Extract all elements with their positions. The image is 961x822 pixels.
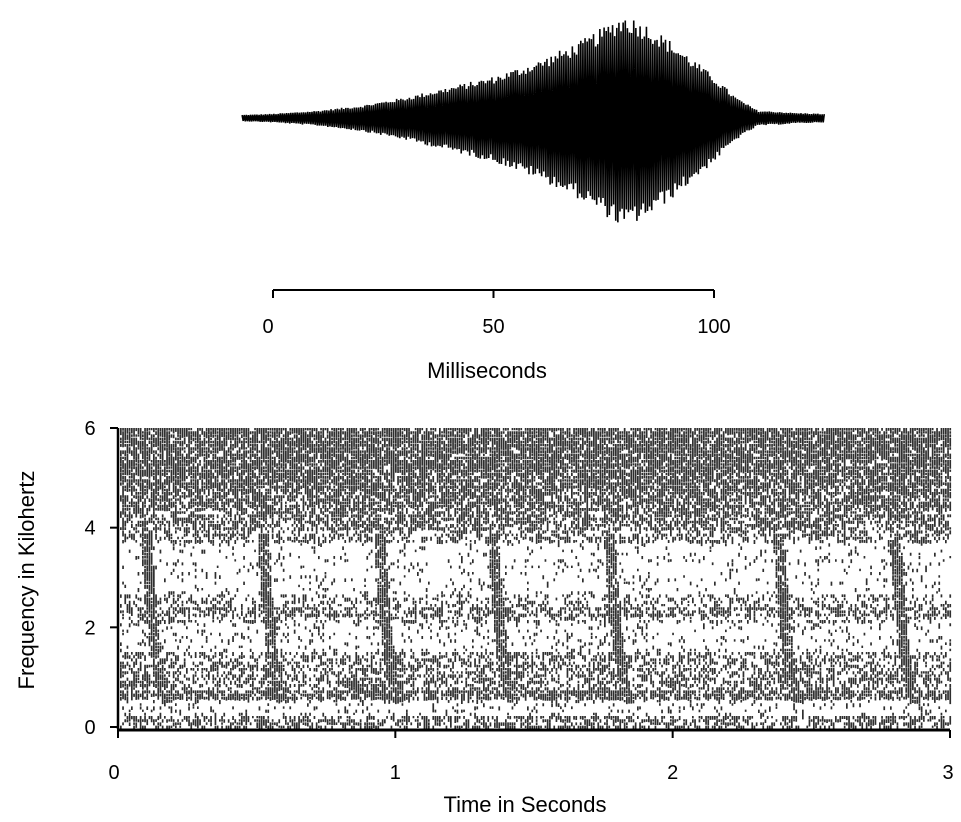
frequency-tick-label: 4 xyxy=(84,518,95,540)
spectrogram-panel: 0 1 2 3 0 2 4 6 Time in Seconds Frequency in K… xyxy=(14,418,954,817)
time-tick-label: 1 xyxy=(390,762,401,784)
milliseconds-ticks: 0 50 100 xyxy=(262,290,731,338)
y-axis-title-frequency: Frequency in Kilohertz xyxy=(14,471,39,690)
x-axis-title-time: Time in Seconds xyxy=(443,792,606,817)
ms-tick-label: 0 xyxy=(262,316,273,338)
time-tick-label: 2 xyxy=(667,762,678,784)
time-tick-label: 3 xyxy=(942,762,953,784)
spectrogram-energy xyxy=(120,428,952,730)
time-tick-label: 0 xyxy=(108,762,119,784)
spectrogram-image xyxy=(120,428,952,730)
frequency-tick-label: 6 xyxy=(84,418,95,440)
waveform-trace xyxy=(241,20,826,223)
ms-tick-label: 100 xyxy=(697,316,730,338)
frequency-tick-label: 0 xyxy=(84,717,95,739)
frequency-ticks: 0 2 4 6 xyxy=(84,418,118,739)
x-axis-title-milliseconds: Milliseconds xyxy=(427,358,547,383)
waveform-panel: 0 50 100 Milliseconds xyxy=(241,20,826,383)
ms-tick-label: 50 xyxy=(482,316,504,338)
frequency-tick-label: 2 xyxy=(84,617,95,639)
time-ticks: 0 1 2 3 xyxy=(108,730,954,784)
spectrogram-axes xyxy=(116,428,950,732)
